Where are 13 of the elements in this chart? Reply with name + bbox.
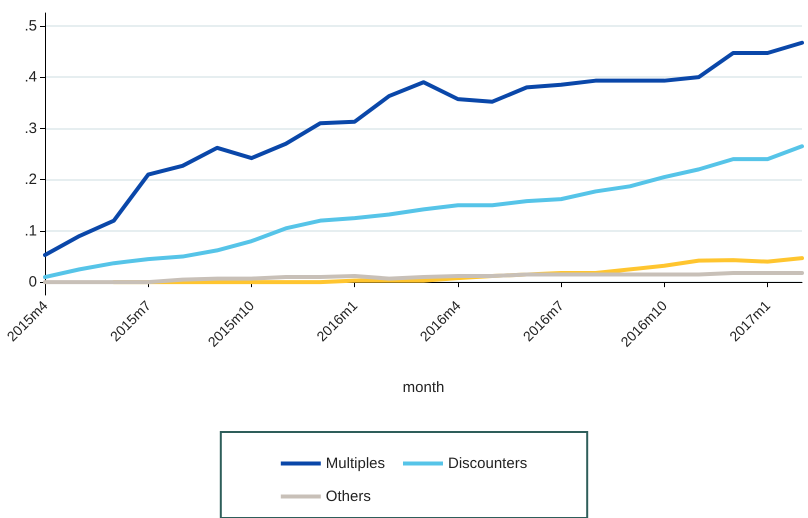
y-tick-label: .3 xyxy=(24,120,37,137)
line-series xyxy=(43,144,804,280)
y-tick-label: .1 xyxy=(24,222,37,240)
legend-label: Multiples xyxy=(326,455,385,472)
legend-label: Others xyxy=(326,488,371,505)
legend-label: Discounters xyxy=(448,455,528,472)
y-tick-label: .5 xyxy=(24,17,37,34)
y-tick-label: .2 xyxy=(24,171,37,188)
y-tick-label: 0 xyxy=(28,274,37,291)
x-axis-title: month xyxy=(402,379,444,396)
line-series xyxy=(43,40,804,258)
y-tick-label: .4 xyxy=(24,68,37,86)
line-series xyxy=(43,270,804,284)
